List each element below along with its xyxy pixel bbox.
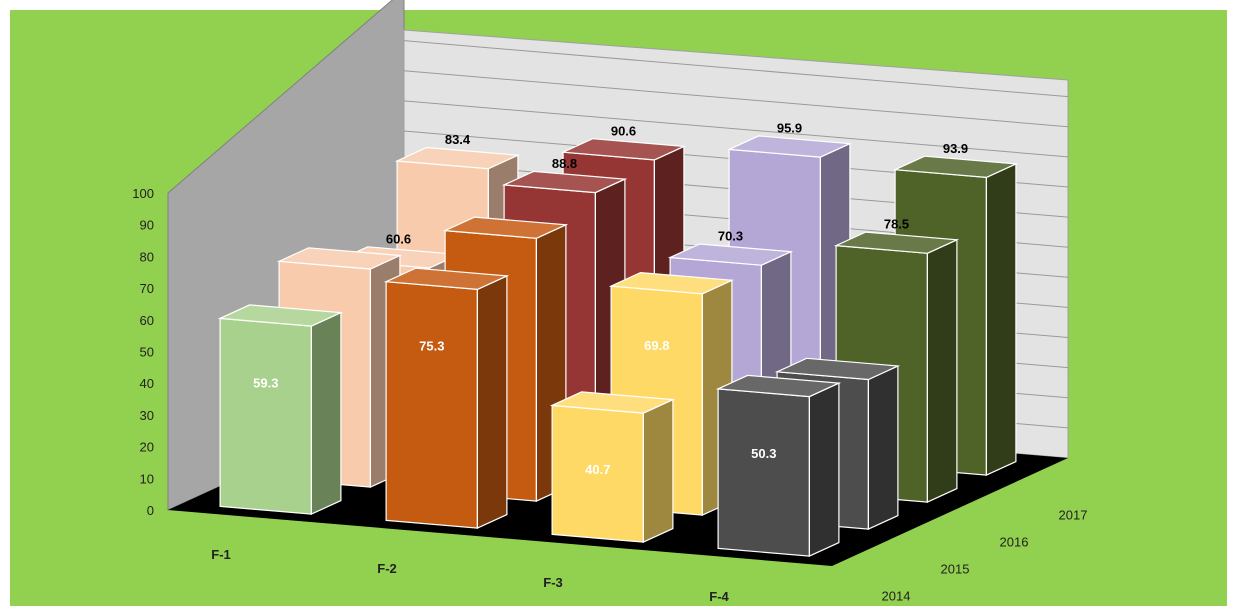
bar-front-face (385, 281, 478, 529)
bar-top-face (560, 138, 687, 161)
gridline (403, 100, 1069, 158)
y-tick-label: 10 (140, 471, 154, 486)
bars: 93.995.990.683.478.570.388.860.647.269.8… (217, 121, 1019, 558)
data-label: 95.9 (777, 121, 802, 136)
bar-top-face (892, 155, 1019, 179)
x-category-label: F-4 (709, 589, 729, 604)
bar-side-face (985, 162, 1017, 477)
data-label: 90.6 (611, 123, 636, 138)
bar-side-face (642, 398, 674, 544)
bar-top-face (383, 267, 510, 291)
bar-top-face (501, 170, 628, 194)
bar-top-face (276, 247, 403, 270)
bar-top-face (217, 304, 344, 327)
bar-front-face (717, 388, 811, 557)
x-category-label: F-2 (377, 561, 397, 576)
data-label: 70.3 (718, 229, 743, 244)
bar-side-face (310, 311, 342, 516)
y-tick-label: 20 (140, 440, 154, 455)
y-tick-label: 40 (140, 376, 154, 391)
bar-front-face (219, 317, 312, 515)
x-category-label: F-1 (211, 547, 231, 562)
bar-top-face (442, 216, 569, 239)
bar-top-face (394, 146, 521, 170)
y-tick-label: 0 (147, 503, 154, 518)
depth-category-label: 2014 (882, 589, 911, 604)
y-tick-label: 100 (132, 186, 154, 201)
y-tick-label: 80 (140, 249, 154, 264)
bar-top-face (774, 357, 901, 381)
data-label: 60.6 (386, 231, 411, 246)
bar-top-face (608, 271, 735, 295)
bar-side-face (808, 382, 840, 558)
bar-top-face (715, 374, 842, 398)
x-category-label: F-3 (543, 575, 563, 590)
bar: 75.3 (383, 267, 510, 530)
bar-side-face (476, 274, 508, 530)
bar-top-face (833, 231, 960, 254)
gridline (403, 40, 1069, 98)
data-label: 93.9 (943, 141, 968, 156)
data-label: 75.3 (419, 339, 444, 354)
data-label: 78.5 (884, 217, 909, 232)
y-tick-label: 30 (140, 408, 154, 423)
bar: 59.3 (217, 304, 344, 516)
data-label: 50.3 (751, 446, 776, 461)
y-tick-label: 70 (140, 281, 154, 296)
bar-top-face (549, 391, 676, 414)
data-label: 69.8 (644, 338, 669, 353)
depth-axis-labels: 2014 2015 2016 2017 (882, 508, 1088, 604)
depth-category-label: 2017 (1059, 508, 1088, 523)
y-tick-label: 60 (140, 313, 154, 328)
depth-category-label: 2016 (1000, 535, 1029, 550)
data-label: 88.8 (552, 156, 577, 171)
data-label: 59.3 (253, 375, 278, 390)
gridline (403, 70, 1069, 128)
y-tick-label: 90 (140, 218, 154, 233)
bar-side-face (926, 238, 958, 504)
data-label: 83.4 (445, 132, 471, 147)
bar-side-face (867, 365, 899, 531)
bar: 40.7 (549, 391, 676, 544)
depth-category-label: 2015 (941, 562, 970, 577)
bar-top-face (667, 243, 794, 266)
y-tick-label: 50 (140, 345, 154, 360)
data-label: 40.7 (585, 462, 610, 477)
x-axis-labels: F-1 F-2 F-3 F-4 (211, 547, 729, 604)
bar-top-face (726, 135, 853, 158)
y-axis-ticks: 0 10 20 30 40 50 60 70 80 90 100 (132, 186, 154, 518)
bar: 50.3 (715, 374, 842, 558)
